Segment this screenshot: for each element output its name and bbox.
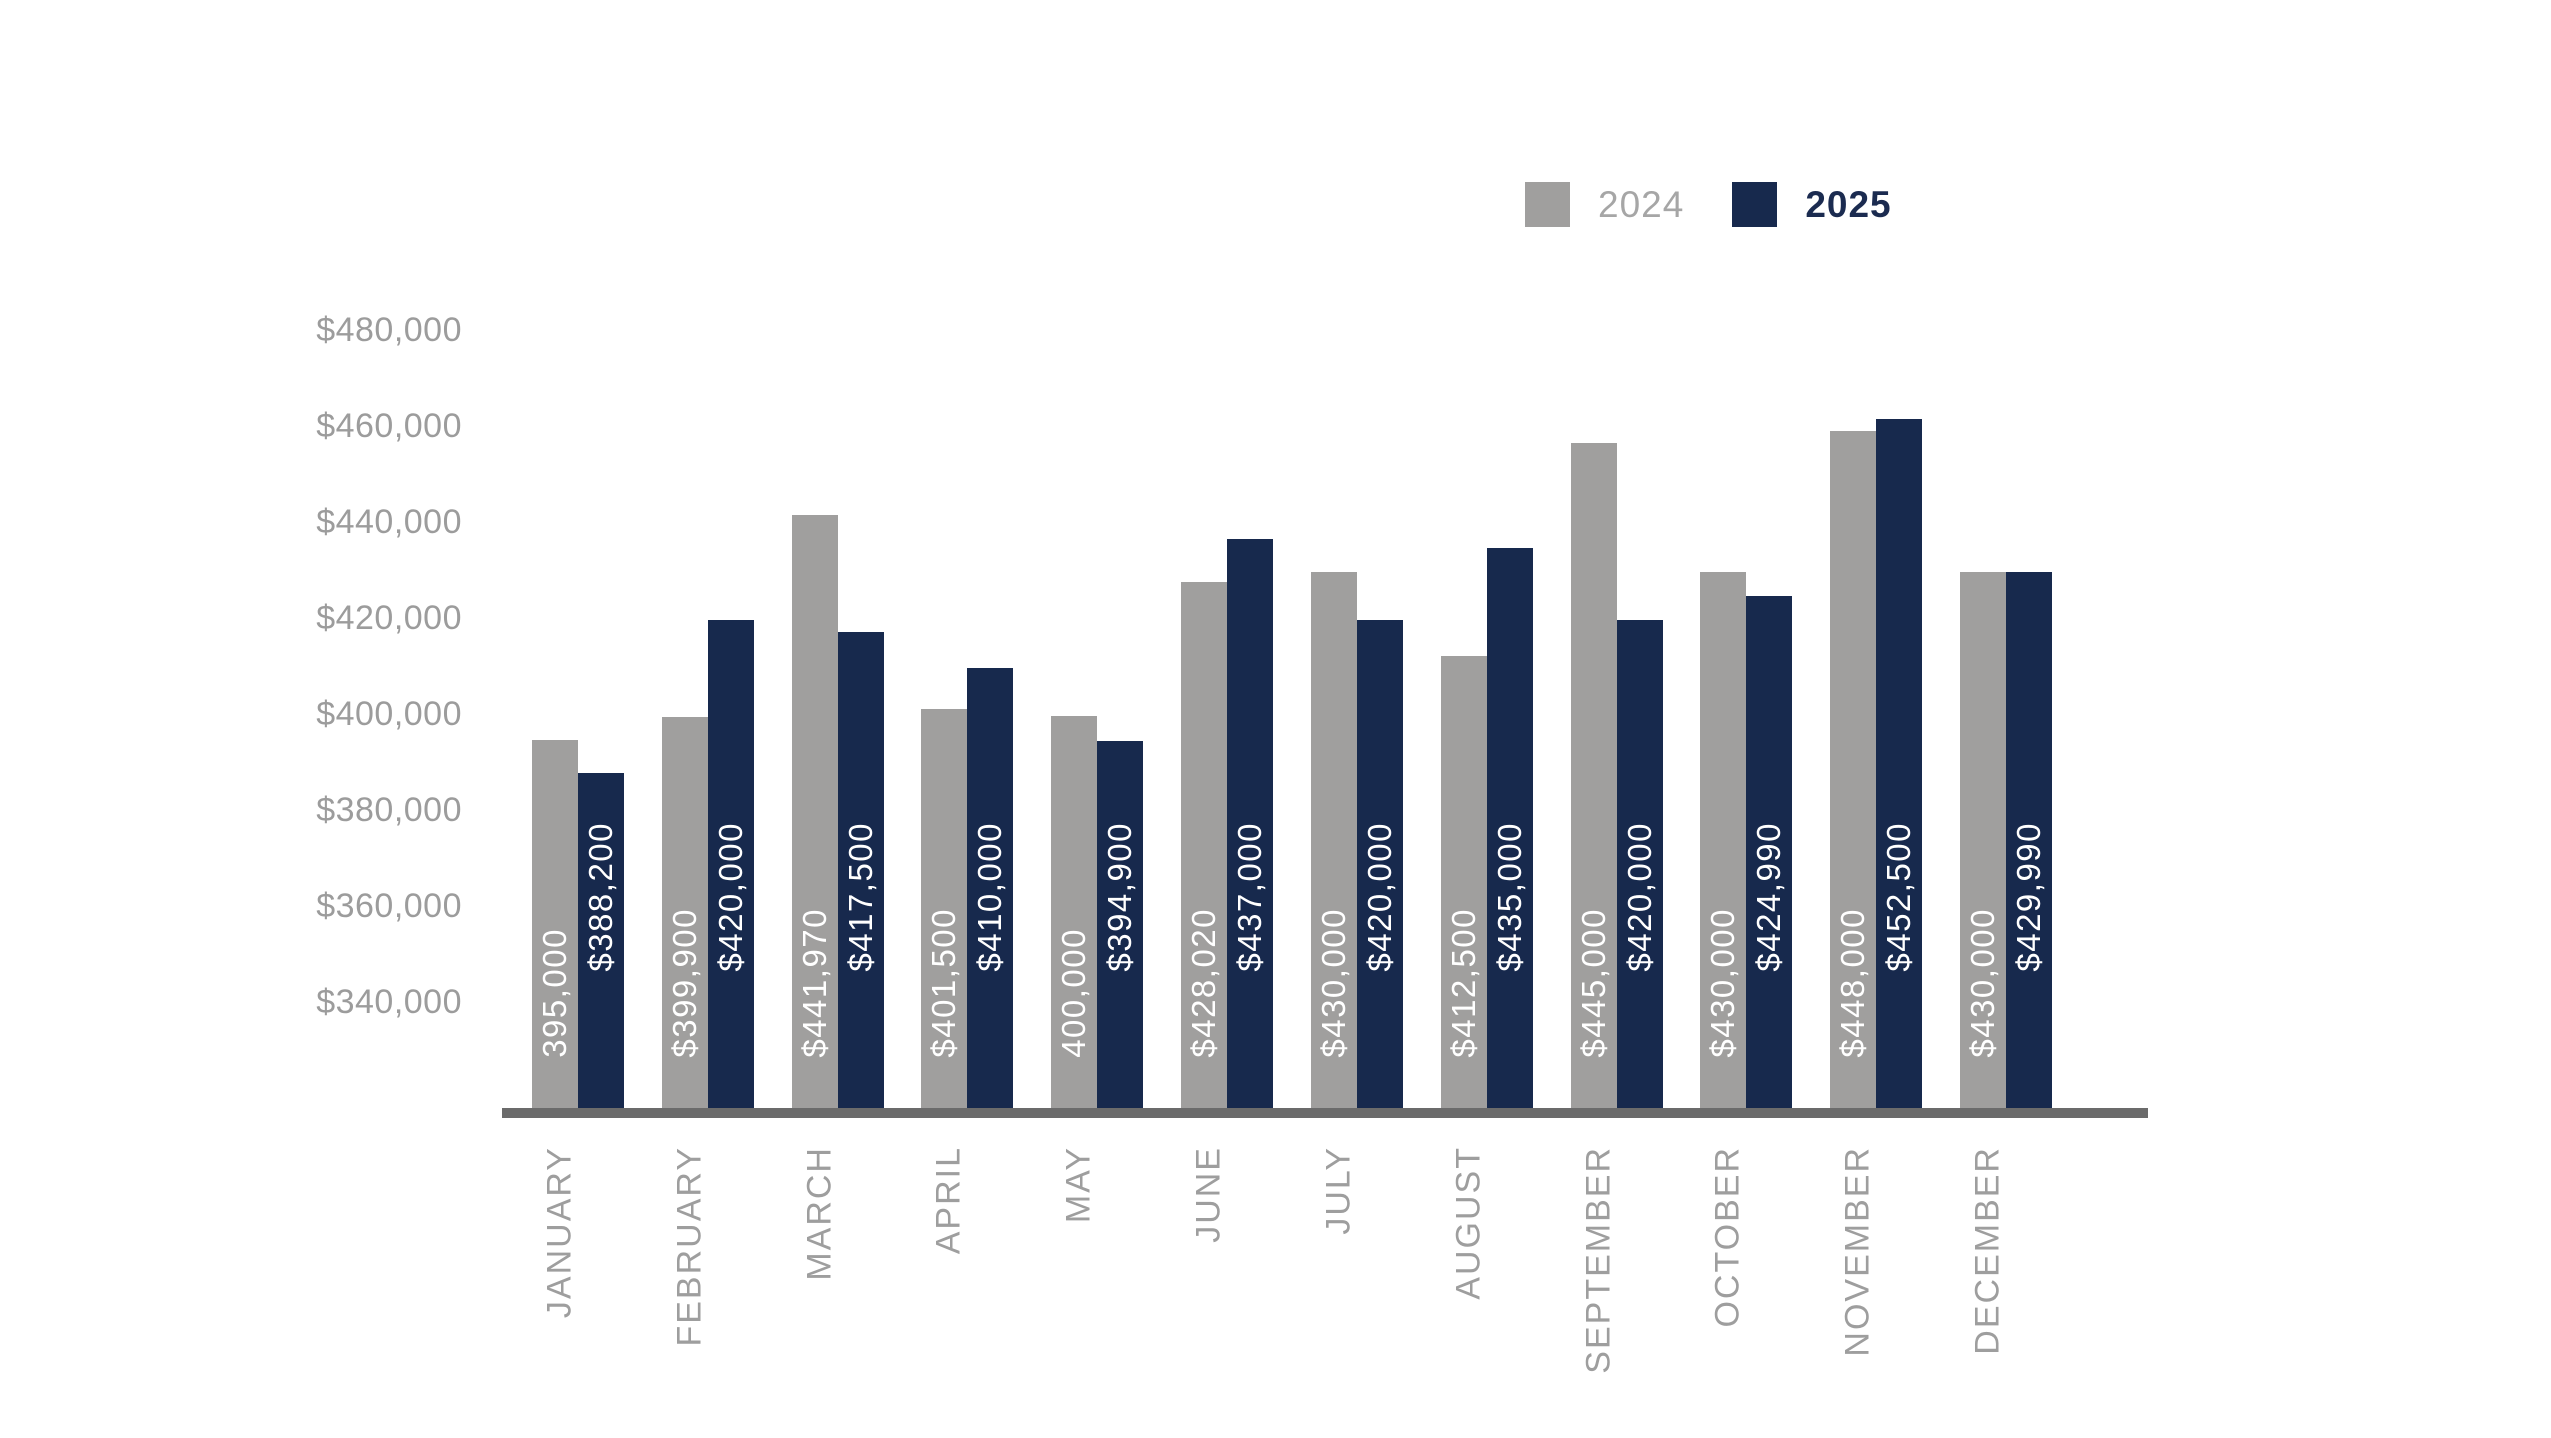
bar-2025-february: $420,000 [707,620,754,1110]
month-label-may: MAY [1059,1146,1098,1224]
bar-value-label: $429,990 [2010,822,2047,972]
bar-value-label: $435,000 [1490,822,1528,972]
y-axis-tick: $380,000 [316,791,462,830]
bar-2024-september: $445,000 [1570,442,1617,1110]
month-label-march: MARCH [800,1146,839,1281]
bar-2024-october: $430,000 [1700,572,1747,1110]
month-label-april: APRIL [929,1146,968,1255]
bar-2024-december: $430,000 [1960,572,2006,1110]
bar-value-label: $437,000 [1231,822,1269,972]
y-axis-tick: $480,000 [316,311,462,350]
month-label-october: OCTOBER [1708,1146,1747,1328]
bar-2025-august: $435,000 [1486,548,1533,1110]
bar-2024-may: 400,000 [1051,716,1098,1110]
bar-value-label: $420,000 [711,822,749,972]
legend-swatch-2025 [1732,181,1778,227]
bar-value-label: $430,000 [1314,908,1352,1058]
bar-value-label: $399,900 [665,908,703,1058]
bar-value-label: $448,000 [1834,908,1872,1058]
bar-value-label: $394,900 [1101,822,1139,972]
bar-2024-june: $428,020 [1181,581,1228,1110]
legend-swatch-2024 [1525,181,1570,227]
bar-value-label: $452,500 [1880,822,1918,972]
y-axis-tick: $400,000 [316,695,462,734]
bar-value-label: 395,000 [536,928,573,1058]
bar-value-label: $388,200 [582,822,619,972]
y-axis-tick: $440,000 [316,503,462,542]
bar-2025-july: $420,000 [1356,620,1403,1110]
bar-value-label: $410,000 [971,822,1009,972]
month-label-july: JULY [1319,1146,1358,1235]
bar-2025-march: $417,500 [837,632,884,1110]
bar-2025-may: $394,900 [1097,740,1144,1110]
month-label-november: NOVEMBER [1838,1146,1877,1357]
bar-value-label: $417,500 [841,822,879,972]
y-axis-tick: $460,000 [316,407,462,446]
bar-value-label: $420,000 [1360,822,1398,972]
bar-value-label: $420,000 [1620,822,1658,972]
month-label-february: FEBRUARY [670,1146,709,1347]
bar-2024-july: $430,000 [1310,572,1357,1110]
chart-legend: 2024 2025 [1525,180,1892,228]
bar-2024-november: $448,000 [1830,430,1877,1110]
bar-2025-september: $420,000 [1616,620,1663,1110]
bar-value-label: 400,000 [1055,928,1093,1058]
x-axis-line [502,1108,2148,1118]
bar-2025-april: $410,000 [967,668,1014,1110]
bar-2025-november: $452,500 [1876,418,1923,1110]
month-label-september: SEPTEMBER [1579,1146,1618,1374]
bar-2025-october: $424,990 [1746,596,1793,1110]
bar-2025-january: $388,200 [578,773,624,1110]
bar-2025-june: $437,000 [1227,538,1274,1110]
bar-2024-march: $441,970 [791,514,838,1110]
bar-2025-december: $429,990 [2006,572,2052,1110]
month-label-january: JANUARY [540,1146,579,1319]
bar-2024-august: $412,500 [1440,656,1487,1110]
y-axis-tick: $360,000 [316,887,462,926]
bar-value-label: $445,000 [1574,908,1612,1058]
bar-value-label: $430,000 [1704,908,1742,1058]
month-label-december: DECEMBER [1968,1146,2007,1355]
month-label-june: JUNE [1189,1146,1228,1243]
legend-label-2024: 2024 [1598,183,1685,225]
legend-label-2025: 2025 [1805,183,1892,225]
y-axis-tick: $420,000 [316,599,462,638]
bar-2024-january: 395,000 [532,740,578,1110]
bar-value-label: $412,500 [1444,908,1482,1058]
bar-2024-april: $401,500 [921,709,968,1110]
month-label-august: AUGUST [1449,1146,1488,1300]
bar-value-label: $401,500 [925,908,963,1058]
bar-value-label: $430,000 [1964,908,2001,1058]
bar-2024-february: $399,900 [661,716,708,1110]
bar-value-label: $424,990 [1750,822,1788,972]
bar-value-label: $428,020 [1185,908,1223,1058]
y-axis-tick: $340,000 [316,983,462,1022]
bar-value-label: $441,970 [795,908,833,1058]
